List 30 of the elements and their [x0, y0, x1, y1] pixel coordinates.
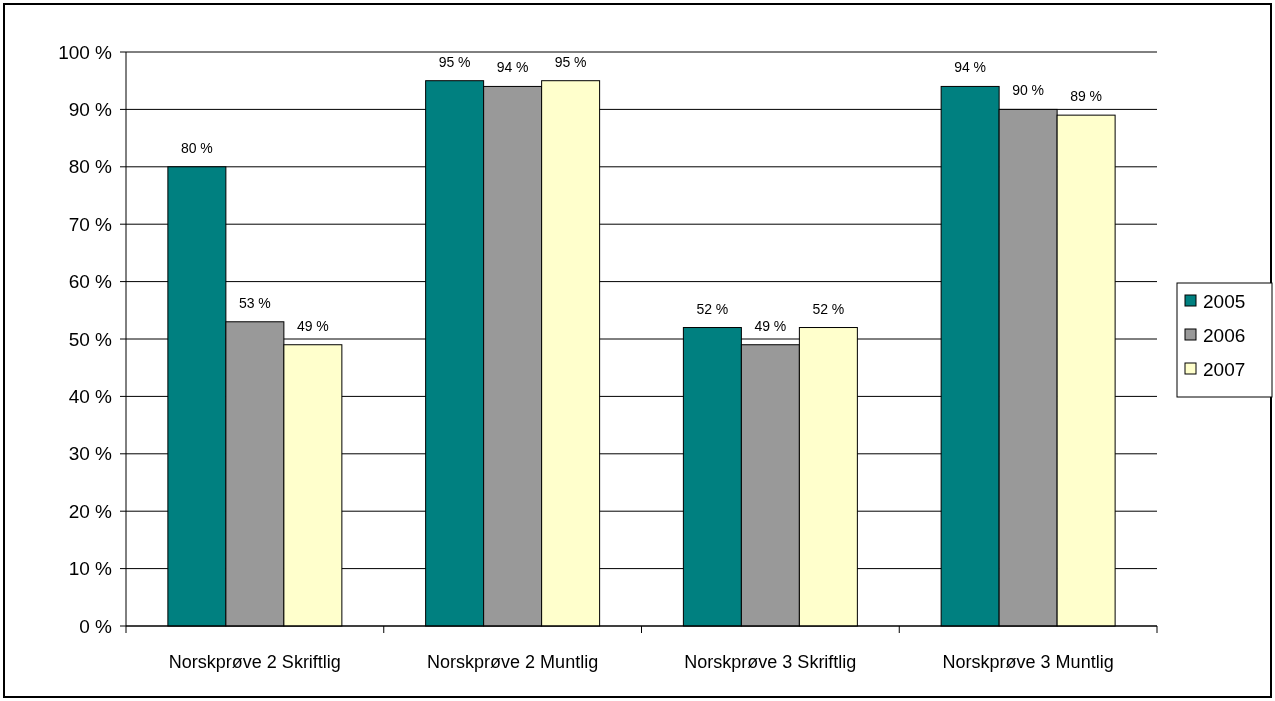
x-tick-label: Norskprøve 3 Muntlig — [942, 652, 1114, 672]
y-tick-label: 10 % — [68, 558, 113, 580]
data-label: 94 % — [954, 59, 987, 76]
y-tick-label: 50 % — [68, 328, 113, 350]
x-tick-label: Norskprøve 3 Skriftlig — [684, 652, 857, 672]
x-tick-label: Norskprøve 2 Skriftlig — [168, 652, 341, 672]
y-tick-label: 30 % — [68, 443, 113, 465]
legend-label: 2007 — [1203, 358, 1246, 380]
y-tick-label: 0 % — [79, 615, 113, 637]
y-tick-label: 40 % — [68, 386, 113, 408]
data-label: 52 % — [812, 300, 845, 317]
y-tick-label: 60 % — [68, 271, 113, 293]
data-label: 95 % — [554, 53, 587, 70]
data-label: 90 % — [1012, 82, 1045, 99]
data-label: 52 % — [696, 300, 729, 317]
data-label: 53 % — [238, 294, 271, 311]
y-tick-label: 80 % — [68, 156, 113, 178]
data-label: 49 % — [754, 317, 787, 334]
y-tick-label: 20 % — [68, 500, 113, 522]
data-label: 95 % — [438, 53, 471, 70]
x-tick-label: Norskprøve 2 Muntlig — [427, 652, 599, 672]
y-tick-label: 100 % — [58, 41, 113, 63]
data-label: 89 % — [1070, 88, 1103, 105]
y-tick-label: 90 % — [68, 99, 113, 121]
data-label: 80 % — [180, 139, 213, 156]
legend-label: 2006 — [1203, 324, 1246, 346]
data-label: 49 % — [296, 317, 329, 334]
data-label: 94 % — [496, 59, 529, 76]
legend-label: 2005 — [1203, 290, 1246, 312]
y-tick-label: 70 % — [68, 213, 113, 235]
